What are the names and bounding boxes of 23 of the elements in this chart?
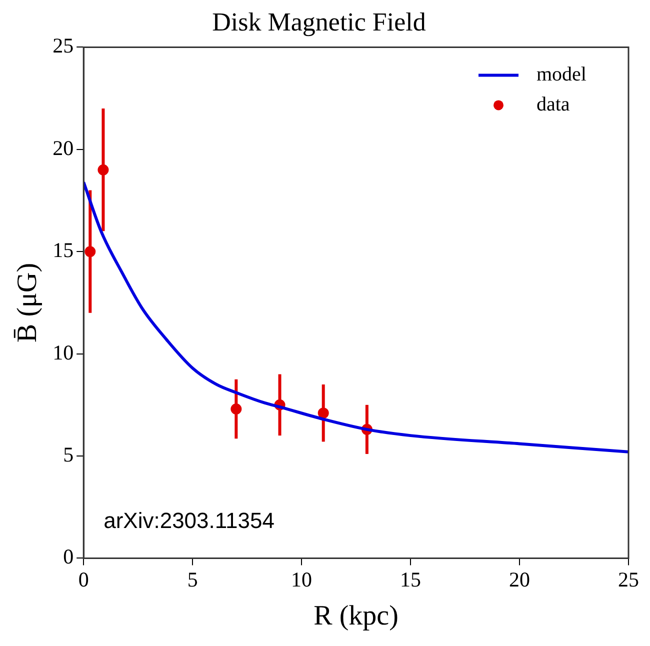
annotation: arXiv:2303.11354 xyxy=(104,508,274,534)
point xyxy=(84,246,96,258)
y-tick-label: 25 xyxy=(52,34,74,58)
y-axis-title: B̄ (μG) xyxy=(12,262,44,342)
x-tick-label: 25 xyxy=(618,567,639,592)
x-tick-label: 5 xyxy=(187,567,198,592)
x-tick-label: 0 xyxy=(78,567,89,592)
x-axis-title: R (kpc) xyxy=(314,600,398,632)
y-tick-label: 20 xyxy=(52,136,74,160)
x-tick-label: 20 xyxy=(509,567,530,592)
point xyxy=(230,403,242,414)
line-series xyxy=(84,180,628,454)
y-tick-label: 0 xyxy=(63,544,74,569)
point xyxy=(318,408,329,419)
legend-label: model xyxy=(536,63,587,86)
y-tick-label: 5 xyxy=(63,442,74,467)
x-tick-label: 15 xyxy=(400,567,422,592)
chart-title: Disk Magnetic Field xyxy=(212,7,426,36)
y-tick-label: 10 xyxy=(52,340,74,364)
point xyxy=(98,164,109,176)
x-tick-label: 10 xyxy=(291,567,312,592)
y-tick-label: 15 xyxy=(52,238,74,262)
legend-label: data xyxy=(536,93,570,116)
